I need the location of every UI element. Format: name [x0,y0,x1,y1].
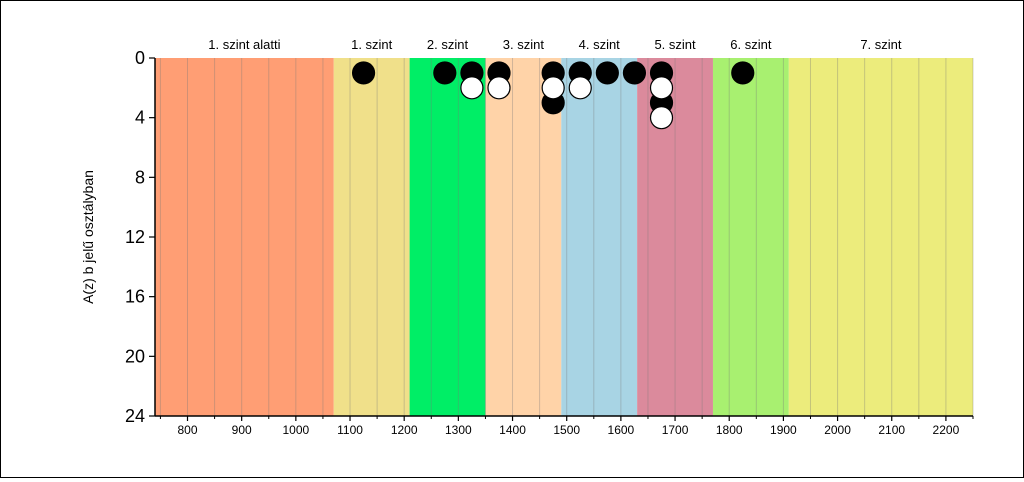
band-label-5: 4. szint [579,37,621,52]
x-tick-label: 1100 [337,423,363,437]
band-7 [712,58,789,416]
band-6 [637,58,713,416]
x-tick-label: 2100 [878,423,905,437]
x-tick-label: 2000 [824,423,851,437]
x-tick-label: 1800 [716,423,743,437]
x-tick-label: 900 [232,423,252,437]
x-tick-label: 1600 [608,423,635,437]
band-label-8: 7. szint [860,37,902,52]
y-tick-label: 0 [135,48,145,68]
open-point [649,106,674,130]
band-3 [409,58,486,416]
y-tick-label: 8 [135,167,145,187]
x-tick-label: 1700 [662,423,689,437]
open-point [568,76,592,100]
band-4 [485,58,562,416]
filled-point [351,61,376,85]
band-label-2: 1. szint [351,37,393,52]
filled-point [595,61,619,85]
filled-point [622,61,647,85]
y-axis-title: A(z) b jelű osztályban [80,170,96,304]
x-tick-label: 800 [177,423,197,437]
band-5 [561,58,638,416]
y-tick-label: 12 [125,227,145,247]
open-point [541,76,565,100]
band-label-1: 1. szint alatti [208,37,280,52]
band-1 [155,58,334,416]
band-label-4: 3. szint [503,37,545,52]
x-tick-label: 1400 [499,423,526,437]
y-tick-label: 20 [125,346,145,366]
open-point [460,76,484,100]
x-tick-label: 2200 [933,423,960,437]
band-label-6: 5. szint [654,37,696,52]
y-tick-label: 4 [135,108,145,128]
band-8 [788,58,973,416]
open-point [649,76,674,100]
filled-point [731,61,755,85]
band-2 [333,58,410,416]
x-tick-label: 1000 [282,423,309,437]
band-label-3: 2. szint [427,37,469,52]
y-tick-label: 16 [125,287,145,307]
filled-point [433,61,457,85]
x-tick-label: 1200 [391,423,418,437]
x-tick-label: 1300 [445,423,472,437]
band-label-7: 6. szint [730,37,772,52]
open-point [487,76,511,100]
y-tick-label: 24 [125,406,145,426]
x-tick-label: 1900 [770,423,797,437]
x-tick-label: 1500 [553,423,580,437]
